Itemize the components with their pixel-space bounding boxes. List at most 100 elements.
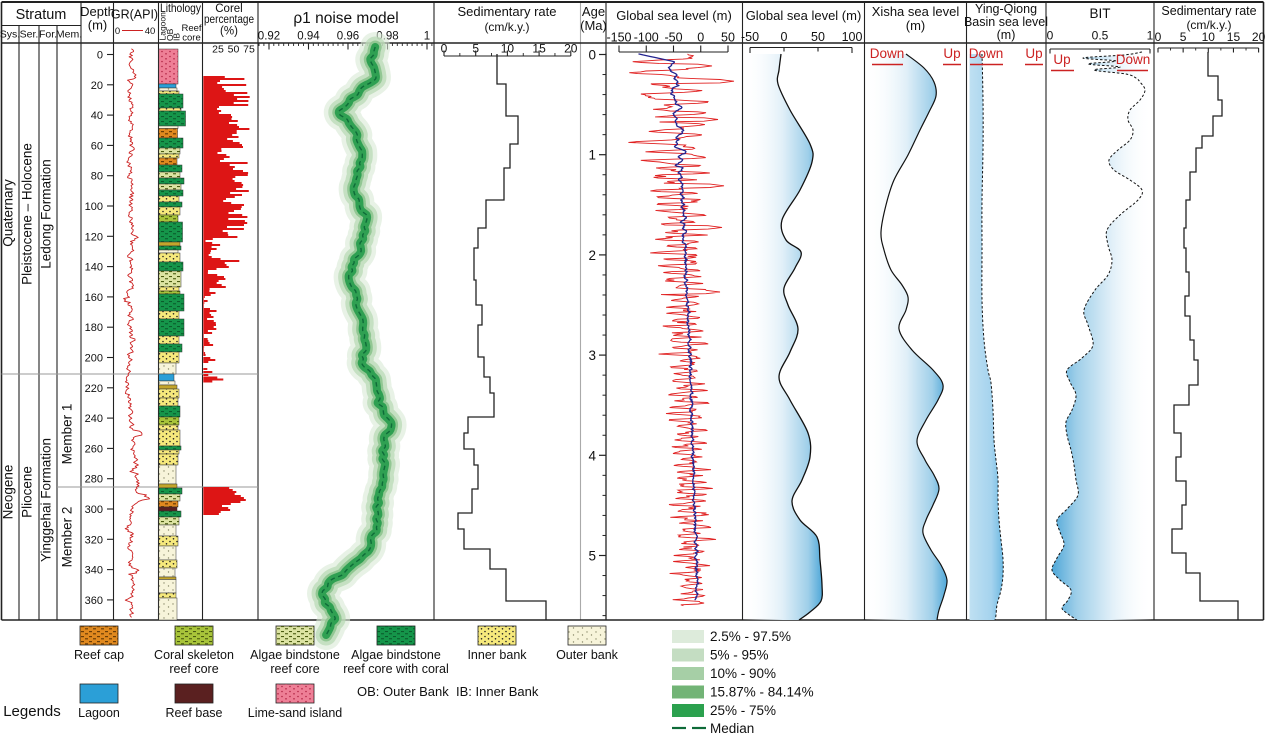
svg-text:1: 1 — [588, 148, 596, 163]
svg-text:core: core — [182, 33, 200, 44]
svg-text:Quaternary: Quaternary — [1, 179, 16, 247]
svg-text:0.94: 0.94 — [297, 31, 320, 43]
svg-text:25% - 75%: 25% - 75% — [710, 703, 776, 718]
svg-text:Reef cap: Reef cap — [74, 648, 124, 662]
svg-text:Coral skeleton: Coral skeleton — [154, 648, 234, 662]
svg-text:40: 40 — [145, 26, 156, 37]
svg-text:Ser.: Ser. — [20, 29, 39, 41]
svg-text:Depth: Depth — [80, 4, 115, 19]
svg-text:Lithology: Lithology — [160, 1, 201, 15]
svg-text:Algae bindstone: Algae bindstone — [250, 648, 340, 662]
svg-text:Lime-sand island: Lime-sand island — [248, 706, 343, 720]
svg-text:Reef base: Reef base — [166, 706, 223, 720]
svg-text:280: 280 — [85, 474, 103, 486]
svg-text:25: 25 — [212, 44, 224, 56]
svg-text:reef core with coral: reef core with coral — [343, 662, 449, 676]
svg-text:20: 20 — [1252, 30, 1265, 44]
svg-text:50: 50 — [228, 44, 240, 56]
svg-text:Down: Down — [969, 46, 1004, 61]
svg-text:-100: -100 — [634, 31, 659, 45]
svg-text:Ledong Formation: Ledong Formation — [39, 159, 54, 269]
svg-text:240: 240 — [85, 413, 103, 425]
svg-text:(cm/k.y.): (cm/k.y.) — [484, 20, 529, 34]
svg-text:Basin sea level: Basin sea level — [964, 15, 1048, 29]
svg-text:Legends: Legends — [3, 703, 61, 720]
svg-text:200: 200 — [85, 353, 103, 365]
svg-text:Outer bank: Outer bank — [556, 648, 619, 662]
svg-text:1: 1 — [424, 31, 430, 43]
svg-text:Xisha sea level: Xisha sea level — [872, 4, 960, 19]
svg-text:Pliocene: Pliocene — [20, 466, 35, 518]
svg-text:100: 100 — [842, 30, 863, 44]
svg-text:50: 50 — [811, 30, 825, 44]
svg-text:15: 15 — [1227, 30, 1241, 44]
svg-text:Member 1: Member 1 — [60, 404, 75, 465]
svg-text:340: 340 — [85, 565, 103, 577]
svg-text:2: 2 — [588, 248, 596, 263]
svg-text:Member 2: Member 2 — [60, 507, 75, 568]
svg-text:2.5% - 97.5%: 2.5% - 97.5% — [710, 629, 791, 644]
svg-text:0: 0 — [441, 42, 448, 56]
svg-text:220: 220 — [85, 383, 103, 395]
svg-text:Inner bank: Inner bank — [467, 648, 527, 662]
svg-text:Lagoon: Lagoon — [158, 12, 168, 41]
svg-text:Up: Up — [1053, 52, 1070, 67]
svg-text:GR(API): GR(API) — [111, 8, 158, 22]
svg-text:Global sea level (m): Global sea level (m) — [616, 8, 732, 23]
svg-text:-150: -150 — [606, 31, 631, 45]
svg-text:(cm/k.y.): (cm/k.y.) — [1186, 18, 1231, 32]
svg-text:Algae bindstone: Algae bindstone — [351, 648, 441, 662]
svg-text:Up: Up — [943, 46, 960, 61]
svg-text:0: 0 — [781, 30, 788, 44]
svg-text:4: 4 — [588, 448, 596, 463]
svg-text:120: 120 — [85, 231, 103, 243]
svg-text:percentage: percentage — [204, 14, 254, 26]
svg-text:Sedimentary rate: Sedimentary rate — [1161, 4, 1256, 18]
svg-text:360: 360 — [85, 595, 103, 607]
svg-text:40: 40 — [91, 110, 103, 122]
svg-text:Global sea level (m): Global sea level (m) — [746, 8, 862, 23]
svg-text:5: 5 — [472, 42, 479, 56]
svg-text:0: 0 — [1155, 30, 1162, 44]
svg-text:140: 140 — [85, 262, 103, 274]
svg-text:Sedimentary rate: Sedimentary rate — [458, 4, 557, 19]
svg-text:75: 75 — [243, 44, 255, 56]
svg-text:20: 20 — [564, 42, 578, 56]
svg-text:(m): (m) — [88, 18, 108, 33]
svg-text:0: 0 — [697, 31, 704, 45]
svg-text:Pleistocene – Holocene: Pleistocene – Holocene — [20, 143, 35, 285]
svg-text:(m): (m) — [997, 28, 1016, 42]
svg-text:10: 10 — [501, 42, 515, 56]
svg-text:5: 5 — [588, 549, 596, 564]
svg-text:(Ma): (Ma) — [580, 18, 607, 33]
svg-text:OB: Outer Bank: OB: Outer Bank — [357, 684, 449, 699]
svg-text:OB: OB — [165, 28, 175, 41]
svg-text:IB: Inner Bank: IB: Inner Bank — [456, 684, 539, 699]
svg-text:5% - 95%: 5% - 95% — [710, 648, 769, 663]
svg-text:5: 5 — [1180, 30, 1187, 44]
svg-text:ρ1 noise model: ρ1 noise model — [293, 10, 398, 27]
svg-text:Lagoon: Lagoon — [78, 706, 120, 720]
svg-text:BIT: BIT — [1089, 6, 1110, 21]
svg-text:Sys.: Sys. — [0, 29, 20, 41]
svg-text:reef core: reef core — [169, 662, 218, 676]
svg-text:320: 320 — [85, 534, 103, 546]
svg-text:1: 1 — [1147, 29, 1154, 43]
svg-text:50: 50 — [721, 31, 735, 45]
svg-text:260: 260 — [85, 443, 103, 455]
svg-text:0: 0 — [588, 48, 596, 63]
svg-text:0: 0 — [97, 50, 103, 62]
svg-text:-50: -50 — [664, 31, 682, 45]
svg-text:reef core: reef core — [270, 662, 319, 676]
svg-text:300: 300 — [85, 504, 103, 516]
svg-text:Yinggehai Formation: Yinggehai Formation — [39, 438, 54, 562]
svg-text:15: 15 — [532, 42, 546, 56]
svg-text:20: 20 — [91, 80, 103, 92]
svg-text:IB: IB — [172, 33, 182, 41]
svg-text:For.: For. — [39, 29, 57, 41]
svg-text:0.96: 0.96 — [337, 31, 359, 43]
svg-text:Down: Down — [1116, 52, 1151, 67]
svg-text:0: 0 — [115, 26, 120, 37]
svg-text:10: 10 — [1202, 30, 1216, 44]
svg-text:(m): (m) — [906, 18, 926, 33]
